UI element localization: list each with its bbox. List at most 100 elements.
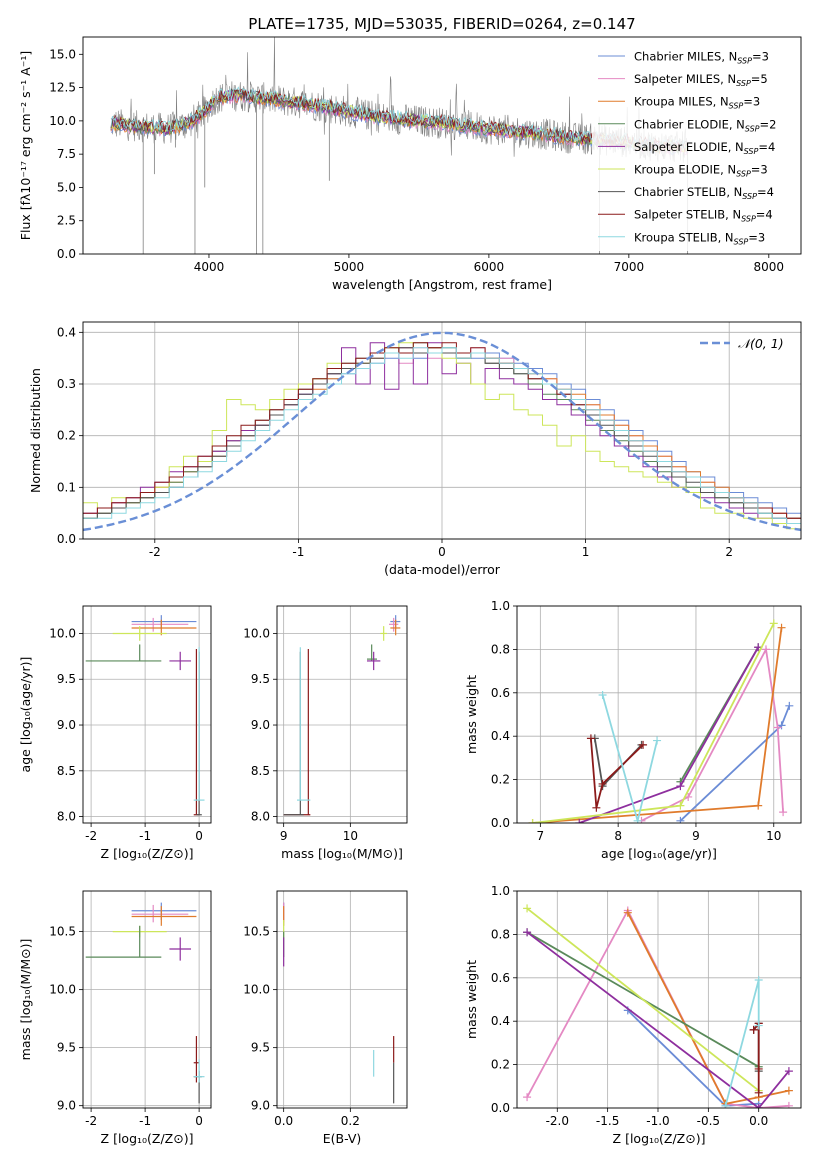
x-tick-label: 6000 [474,260,505,274]
model-line-salpeter_stelib [110,88,688,151]
x-tick-label: 9 [280,829,288,843]
y-tick-label: 0.6 [491,971,510,985]
panel-weight-vs-Z: -2.0 -1.5 -1.0 -0.5 0.0 0.0 0.2 0.4 0.6 0.8 1.0 Z [… [464,884,802,1146]
legend-entry-salpeter_elodie: Salpeter ELODIE, NSSP=4 [634,140,775,156]
y-tick-label: 0.8 [491,927,510,941]
x-tick-label: 10 [343,829,358,843]
x-tick-label: -1.0 [646,1114,669,1128]
y-axis-label: Normed distribution [28,368,43,493]
y-tick-label: 10.5 [243,925,270,939]
errorbar-point-salpeter_miles [131,904,189,923]
weight-series-salpeter_miles [637,645,788,823]
axes-frame [82,605,212,824]
axes-frame [276,890,408,1109]
x-tick-label: -1 [139,1114,151,1128]
weight-marker [754,1104,763,1108]
weight-marker [523,904,532,913]
axes-frame [82,890,212,1109]
y-tick-label: 0.4 [491,1014,510,1028]
x-tick-label: 2 [725,545,733,559]
legend-entry-salpeter_stelib: Salpeter STELIB, NSSP=4 [634,208,773,224]
x-tick-label: 7 [537,829,545,843]
x-tick-label: 8000 [754,260,785,274]
weight-marker [785,701,794,710]
y-tick-label: 0.0 [491,1101,510,1115]
y-tick-label: 0.0 [57,532,76,546]
errorbar-point-salpeter_miles [131,617,189,632]
weight-line [526,931,790,1108]
weight-marker [676,816,685,823]
axes-frame [516,890,802,1109]
errorbar-point-chabrier_stelib [193,1070,202,1104]
y-axis-label: mass weight [464,675,479,754]
x-axis-label: Z [log₁₀(Z/Z⊙)] [101,1131,194,1146]
errorbar-point-salpeter_stelib [193,1036,200,1083]
y-tick-label: 10.0 [243,626,270,640]
panel-weight-vs-age: 7 8 9 10 0.0 0.2 0.4 0.6 0.8 1.0 age [log₁₀(age/yr… [464,599,802,861]
model-line-kroupa_stelib [110,86,688,151]
x-axis-label: wavelength [Angstrom, rest frame] [332,277,552,292]
errorbar-point-chabrier_elodie [85,925,162,958]
x-tick-label: -2 [85,829,97,843]
weight-marker [653,736,662,745]
legend-entry-salpeter_miles: Salpeter MILES, NSSP=5 [634,72,768,88]
y-tick-label: 9.5 [251,1041,270,1055]
weight-marker [754,1064,763,1073]
x-axis-label: Z [log₁₀(Z/Z⊙)] [613,1131,706,1146]
weight-marker [779,808,788,817]
y-tick-label: 9.0 [57,718,76,732]
errorbar-point-salpeter_elodie [169,651,192,671]
panel-spectrum: 4000 5000 6000 7000 8000 0.0 2.5 5.0 7.5 10.0 12.5… [18,36,802,292]
x-tick-label: -1.5 [596,1114,619,1128]
figure-title: PLATE=1735, MJD=53035, FIBERID=0264, z=0… [248,15,635,33]
x-tick-label: 0.2 [341,1114,360,1128]
weight-marker [754,1088,763,1097]
y-tick-label: 10.0 [243,983,270,997]
y-tick-label: 7.5 [57,147,76,161]
y-tick-label: 10.0 [49,114,76,128]
x-tick-label: 0.0 [274,1114,293,1128]
x-tick-label: 0 [438,545,446,559]
y-axis-label: Flux [fλ10⁻¹⁷ erg cm⁻² s⁻¹ A⁻¹] [18,51,33,240]
x-tick-label: -1 [139,829,151,843]
x-axis-label: Z [log₁₀(Z/Z⊙)] [101,846,194,861]
weight-series-kroupa_elodie [528,619,778,823]
legend-entry-chabrier_stelib: Chabrier STELIB, NSSP=4 [634,185,774,201]
errorbar-point-chabrier_miles [131,615,197,629]
y-tick-label: 15.0 [49,47,76,61]
x-tick-label: 1 [582,545,590,559]
axes-frame [276,605,408,824]
panel-age-vs-Z: -2 -1 0 8.0 8.5 9.0 9.5 10.0 Z [log₁₀(Z/Z⊙)] age … [18,605,212,861]
x-axis-label: mass [log₁₀(M/M⊙)] [281,846,403,861]
weight-marker [633,816,642,823]
model-line-kroupa_elodie [110,89,688,153]
spectrum-legend: Chabrier MILES, NSSP=3 Salpeter MILES, NS… [592,44,795,251]
weight-marker [623,908,632,917]
y-tick-label: 12.5 [49,81,76,95]
plot-area [85,902,205,1104]
y-tick-label: 0.2 [57,429,76,443]
y-tick-label: 0.4 [491,729,510,743]
y-axis-label: mass weight [464,960,479,1039]
y-tick-label: 9.5 [57,672,76,686]
x-tick-label: 5000 [334,260,365,274]
x-tick-label: 0 [195,829,203,843]
y-tick-label: 0.1 [57,480,76,494]
weight-series-salpeter_stelib [749,1019,763,1097]
weight-marker [754,801,763,810]
x-tick-label: -2.0 [546,1114,569,1128]
panel-residuals: -2 -1 0 1 2 0.0 0.1 0.2 0.3 0.4 (data-model)/error… [28,321,802,577]
weight-series-salpeter_elodie [523,928,793,1108]
x-tick-label: 7000 [614,260,645,274]
weight-marker [575,819,584,823]
y-tick-label: 0.2 [491,1058,510,1072]
x-tick-label: 0 [195,1114,203,1128]
y-tick-label: 8.5 [57,764,76,778]
plot-area [83,331,801,539]
errorbar-point-kroupa_stelib [297,647,311,801]
weight-marker [676,782,685,791]
normal-legend-label: 𝒩(0, 1) [738,336,784,351]
histogram-kroupa_stelib [83,347,801,539]
y-tick-label: 0.8 [491,642,510,656]
